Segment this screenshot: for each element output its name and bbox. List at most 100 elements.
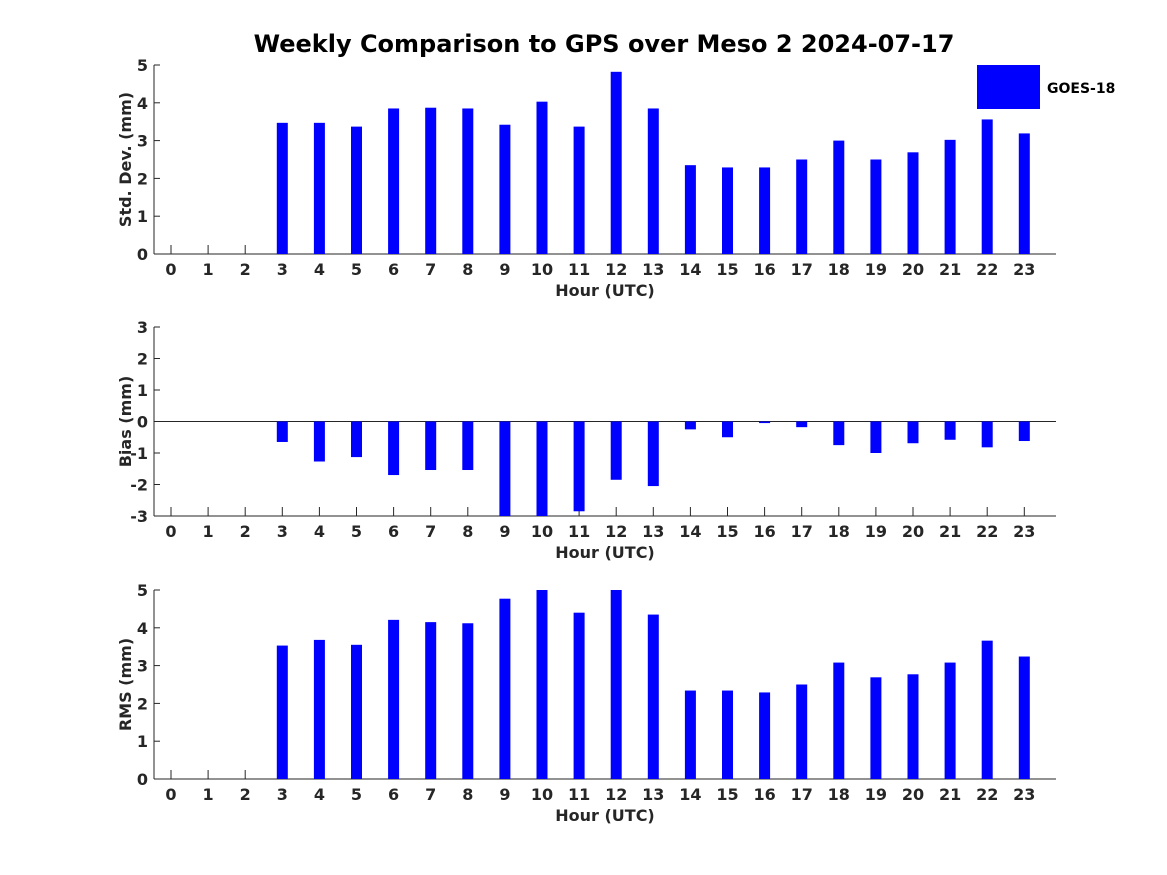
y-axis-label: RMS (mm) — [116, 638, 135, 731]
x-tick-label: 15 — [716, 785, 738, 804]
bar-hour-15 — [722, 167, 733, 254]
bar-hour-16 — [759, 421, 771, 424]
x-tick-label: 6 — [388, 260, 399, 279]
bar-hour-6 — [388, 421, 400, 476]
y-axis-label: Std. Dev. (mm) — [116, 92, 135, 227]
bar-hour-20 — [907, 421, 919, 444]
x-tick-label: 6 — [388, 522, 399, 541]
bar-hour-21 — [944, 139, 956, 254]
bar-hour-10 — [536, 421, 548, 516]
bar-hour-18 — [833, 662, 845, 779]
x-tick-label: 9 — [499, 522, 510, 541]
legend: GOES-18 — [977, 65, 1115, 109]
x-tick-label: 19 — [865, 260, 887, 279]
bar-hour-17 — [796, 421, 808, 428]
bar-hour-17 — [796, 684, 808, 779]
x-tick-label: 21 — [939, 260, 961, 279]
y-tick-label: 4 — [137, 94, 148, 113]
x-tick-label: 19 — [865, 522, 887, 541]
y-tick-label: 1 — [137, 381, 148, 400]
x-axis-label: Hour (UTC) — [555, 281, 655, 300]
x-tick-label: 3 — [277, 522, 288, 541]
bar-hour-14 — [684, 421, 696, 430]
bar-hour-3 — [276, 421, 288, 442]
y-tick-label: 2 — [137, 350, 148, 369]
bar-hour-9 — [499, 124, 511, 254]
x-tick-label: 5 — [351, 260, 362, 279]
x-tick-label: 17 — [791, 522, 813, 541]
x-tick-label: 13 — [642, 522, 664, 541]
bar-hour-20 — [907, 674, 919, 779]
x-tick-label: 22 — [976, 785, 998, 804]
x-tick-label: 2 — [240, 522, 251, 541]
bar-hour-23 — [1018, 421, 1030, 442]
x-tick-label: 10 — [531, 785, 553, 804]
legend-swatch — [977, 65, 1040, 109]
x-tick-label: 10 — [531, 260, 553, 279]
x-tick-label: 14 — [679, 522, 701, 541]
bar-hour-16 — [759, 167, 771, 254]
x-tick-label: 8 — [462, 785, 473, 804]
x-tick-label: 4 — [314, 522, 325, 541]
x-tick-label: 2 — [240, 785, 251, 804]
x-tick-label: 17 — [791, 260, 813, 279]
x-tick-label: 18 — [828, 522, 850, 541]
x-tick-label: 6 — [388, 785, 399, 804]
bar-hour-5 — [351, 421, 362, 458]
bar-hour-14 — [684, 690, 696, 779]
x-tick-label: 19 — [865, 785, 887, 804]
bar-hour-12 — [610, 71, 622, 254]
x-tick-label: 23 — [1013, 522, 1035, 541]
x-tick-label: 20 — [902, 522, 924, 541]
x-tick-label: 9 — [499, 260, 510, 279]
bar-hour-9 — [499, 598, 511, 779]
x-tick-label: 13 — [642, 785, 664, 804]
x-tick-label: 21 — [939, 522, 961, 541]
bar-hour-3 — [276, 122, 288, 254]
bar-hour-23 — [1018, 133, 1030, 254]
x-tick-label: 22 — [976, 522, 998, 541]
y-tick-label: -1 — [130, 444, 148, 463]
y-tick-label: 0 — [137, 245, 148, 264]
x-tick-label: 14 — [679, 785, 701, 804]
x-tick-label: 8 — [462, 260, 473, 279]
bar-hour-18 — [833, 421, 845, 446]
x-tick-label: 1 — [203, 785, 214, 804]
bar-hour-12 — [610, 590, 622, 779]
bar-hour-17 — [796, 159, 808, 254]
y-tick-label: 5 — [137, 581, 148, 600]
bar-hour-18 — [833, 140, 845, 254]
x-tick-label: 12 — [605, 260, 627, 279]
y-axis-label: Bias (mm) — [116, 376, 135, 468]
bar-hour-20 — [907, 152, 919, 254]
y-tick-label: 3 — [137, 318, 148, 337]
y-tick-label: 5 — [137, 56, 148, 75]
x-tick-label: 10 — [531, 522, 553, 541]
x-tick-label: 3 — [277, 785, 288, 804]
x-tick-label: 12 — [605, 785, 627, 804]
x-tick-label: 0 — [165, 785, 176, 804]
bar-hour-16 — [759, 692, 771, 779]
bar-hour-3 — [276, 645, 288, 779]
y-tick-label: 2 — [137, 694, 148, 713]
bar-hour-8 — [462, 623, 474, 779]
bar-hour-13 — [647, 421, 659, 487]
bar-hour-11 — [573, 126, 585, 254]
x-tick-label: 16 — [753, 522, 775, 541]
x-tick-label: 20 — [902, 260, 924, 279]
bar-hour-5 — [351, 644, 362, 779]
y-tick-label: 0 — [137, 413, 148, 432]
chart-title: Weekly Comparison to GPS over Meso 2 202… — [254, 30, 955, 58]
bar-hour-19 — [870, 677, 882, 779]
x-tick-label: 17 — [791, 785, 813, 804]
bar-hour-4 — [313, 122, 325, 254]
x-tick-label: 11 — [568, 260, 590, 279]
x-tick-label: 4 — [314, 260, 325, 279]
bar-hour-11 — [573, 612, 585, 779]
x-tick-label: 7 — [425, 260, 436, 279]
x-tick-label: 5 — [351, 785, 362, 804]
bar-hour-8 — [462, 421, 474, 471]
x-tick-label: 0 — [165, 260, 176, 279]
x-tick-label: 14 — [679, 260, 701, 279]
